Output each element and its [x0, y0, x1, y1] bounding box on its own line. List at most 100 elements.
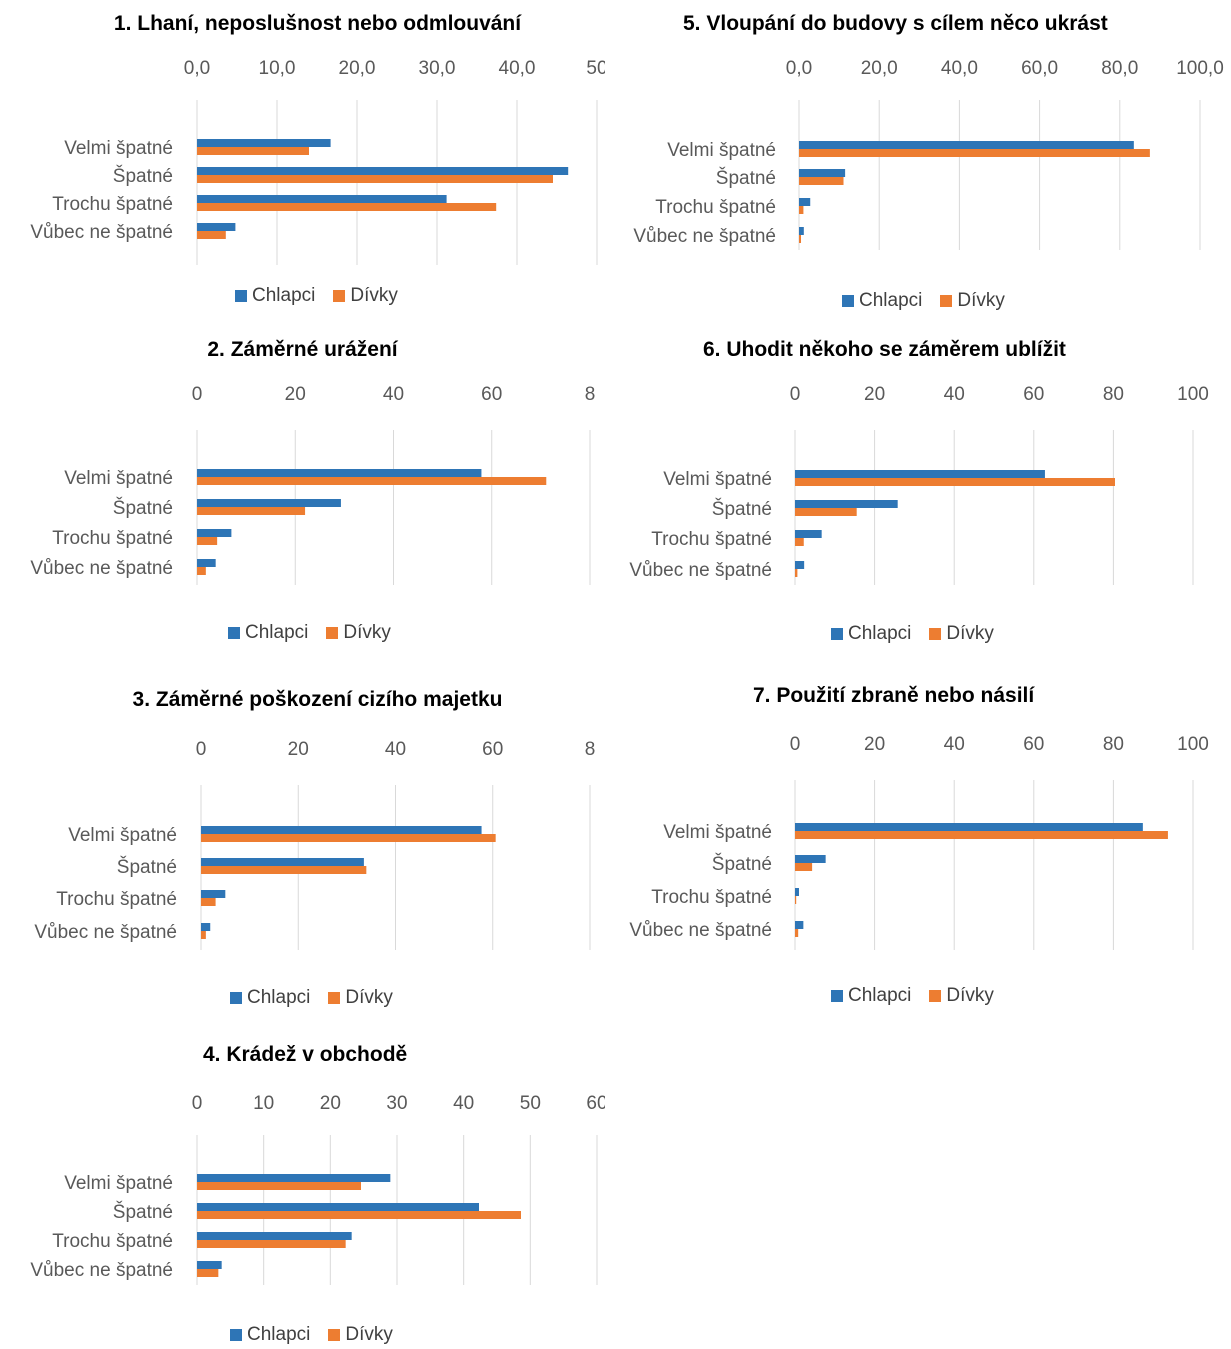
legend-item-boys: Chlapci [230, 1324, 310, 1346]
legend-item-girls: Dívky [328, 987, 393, 1009]
bar-boys [201, 826, 482, 834]
category-label: Špatné [117, 856, 177, 878]
category-label: Trochu špatné [655, 197, 776, 218]
legend-label-boys: Chlapci [848, 985, 912, 1006]
bar-boys [795, 888, 799, 896]
bar-girls [197, 175, 553, 183]
x-tick-label: 60 [482, 739, 503, 760]
chart-4: 4. Krádež v obchodě 0 10 20 30 40 50 60 Velmi š… [0, 1035, 605, 1349]
legend-swatch-girls [929, 990, 942, 1002]
legend-label-girls: Dívky [345, 987, 393, 1008]
x-tick-label: 0 [192, 1093, 203, 1114]
x-tick-label: 60 [1023, 734, 1044, 755]
chart-title: 7. Použití zbraně nebo násilí [753, 684, 1035, 707]
bar-girls [795, 929, 799, 937]
category-label: Špatné [113, 497, 173, 519]
category-label: Trochu špatné [651, 529, 772, 550]
x-tick-label: 0 [790, 384, 801, 405]
bar-boys [795, 470, 1045, 478]
x-tick-label: 20,0 [339, 58, 376, 79]
x-tick-label: 0 [192, 384, 203, 405]
chart-5: 5. Vloupání do budovy s cílem něco ukrás… [605, 0, 1231, 325]
x-tick-label: 100 [1177, 384, 1209, 405]
bar-girls [201, 866, 367, 874]
category-label: Vůbec ne špatné [30, 1260, 173, 1281]
legend-swatch-girls [940, 295, 953, 307]
bar-girls [799, 177, 844, 185]
bar-girls [795, 538, 804, 546]
bar-boys [795, 823, 1143, 831]
category-label: Velmi špatné [663, 469, 772, 490]
bar-boys [795, 500, 898, 508]
x-tick-label: 0,0 [184, 58, 210, 79]
category-label: Vůbec ne špatné [633, 226, 776, 247]
x-tick-label: 0,0 [786, 58, 812, 79]
x-tick-label: 20 [285, 384, 306, 405]
bar-boys [197, 139, 331, 147]
chart-1: 1. Lhaní, neposlušnost nebo odmlouvání 0… [0, 0, 605, 320]
legend-label-boys: Chlapci [245, 622, 309, 643]
bar-girls [197, 567, 206, 575]
bar-girls [197, 1269, 219, 1277]
x-tick-label: 30 [386, 1093, 407, 1114]
x-tick-label: 20 [288, 739, 309, 760]
category-label: Trochu špatné [52, 1231, 173, 1252]
bar-girls [795, 508, 857, 516]
bar-girls [799, 206, 804, 214]
x-tick-label: 8 [585, 739, 596, 760]
chart-plot: 0 20 40 60 80 100 Velmi špatné Špatné Trochu špa… [629, 384, 1209, 585]
chart-title: 2. Záměrné urážení [207, 338, 398, 361]
bar-girls [197, 477, 547, 485]
bar-girls [197, 507, 306, 515]
x-tick-label: 20 [864, 734, 885, 755]
legend-item-boys: Chlapci [842, 290, 922, 312]
legend-swatch-boys [230, 1329, 242, 1341]
legend-item-girls: Dívky [328, 1324, 393, 1346]
x-tick-label: 60 [1023, 384, 1044, 405]
bar-girls [799, 149, 1150, 157]
bar-boys [795, 855, 826, 863]
chart-plot: 0,0 20,0 40,0 60,0 80,0 100,0 Velmi špatné Špat… [633, 58, 1224, 250]
legend-item-boys: Chlapci [230, 987, 310, 1009]
bar-boys [795, 921, 804, 929]
bar-boys [197, 167, 569, 175]
x-tick-label: 100 [1177, 734, 1209, 755]
category-label: Velmi špatné [68, 825, 177, 846]
bar-boys [197, 223, 236, 231]
x-tick-label: 60,0 [1021, 58, 1058, 79]
category-label: Vůbec ne špatné [30, 558, 173, 579]
category-label: Trochu špatné [52, 194, 173, 215]
x-tick-label: 40 [385, 739, 406, 760]
legend-label-girls: Dívky [957, 290, 1005, 311]
legend-item-boys: Chlapci [831, 623, 911, 645]
x-tick-label: 20,0 [861, 58, 898, 79]
category-label: Špatné [113, 1201, 173, 1223]
category-label: Vůbec ne špatné [629, 920, 772, 941]
legend-swatch-girls [328, 992, 341, 1004]
x-tick-label: 10 [253, 1093, 274, 1114]
legend-item-boys: Chlapci [235, 285, 315, 307]
x-tick-label: 60 [586, 1093, 605, 1114]
chart-legend: Chlapci Dívky [230, 1324, 393, 1346]
category-label: Velmi špatné [64, 1173, 173, 1194]
x-tick-label: 60 [481, 384, 502, 405]
legend-label-boys: Chlapci [252, 285, 316, 306]
bar-boys [201, 890, 226, 898]
bar-girls [197, 147, 309, 155]
bar-boys [197, 1261, 222, 1269]
chart-legend: Chlapci Dívky [235, 285, 398, 307]
chart-title: 6. Uhodit někoho se záměrem ublížit [703, 338, 1066, 361]
legend-swatch-girls [328, 1329, 341, 1341]
legend-swatch-girls [326, 627, 339, 639]
legend-label-boys: Chlapci [859, 290, 923, 311]
bar-girls [201, 834, 496, 842]
bar-boys [795, 530, 822, 538]
bar-boys [197, 559, 216, 567]
bar-girls [197, 1240, 346, 1248]
bar-girls [795, 896, 797, 904]
legend-item-boys: Chlapci [831, 985, 911, 1007]
legend-item-boys: Chlapci [228, 622, 308, 644]
category-label: Vůbec ne špatné [629, 560, 772, 581]
x-tick-label: 30,0 [419, 58, 456, 79]
x-tick-label: 20 [864, 384, 885, 405]
